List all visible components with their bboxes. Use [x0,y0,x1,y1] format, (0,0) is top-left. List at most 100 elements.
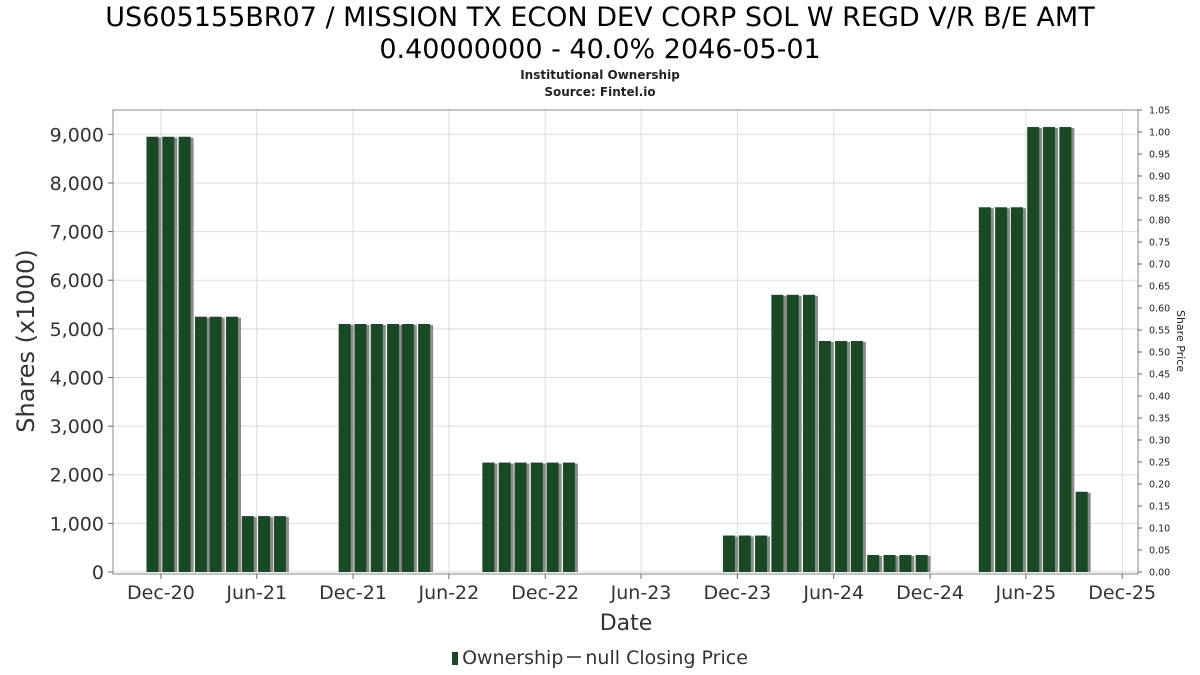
ownership-bar [418,323,431,572]
y-tick-label: 3,000 [50,416,104,438]
ownership-bar [738,535,751,572]
y2-tick-label: 0.10 [1149,524,1170,535]
y2-tick-label: 0.85 [1149,194,1170,205]
ownership-bar [995,207,1008,572]
y2-tick-label: 0.55 [1149,326,1170,337]
ownership-bar [1059,127,1072,572]
chart-subtitle: Institutional Ownership [520,68,680,82]
x-tick-label: Dec-22 [511,582,579,604]
ownership-bar [482,462,495,572]
ownership-bar [387,323,400,572]
ownership-bar [850,341,863,572]
ownership-bar [1027,127,1040,572]
ownership-bar [915,554,928,572]
x-tick-label: Jun-22 [418,582,480,604]
x-tick-label: Jun-25 [994,582,1056,604]
ownership-legend-swatch [452,652,459,665]
ownership-bar [1043,127,1056,572]
y-tick-label: 5,000 [50,319,104,341]
ownership-bar [722,535,735,572]
ownership-bar [273,516,286,572]
ownership-bar [755,535,768,572]
ownership-bar [146,136,159,572]
y-tick-label: 9,000 [50,124,104,146]
y2-tick-label: 0.30 [1149,436,1170,447]
y-axis-title: Shares (x1000) [12,249,40,432]
y2-tick-label: 0.95 [1149,150,1170,161]
x-tick-label: Dec-23 [703,582,771,604]
legend-ownership-label: Ownership [462,647,564,669]
ownership-bar [194,316,207,572]
y2-tick-label: 1.05 [1149,106,1170,117]
chart-title-line2: 0.40000000 - 40.0% 2046-05-01 [379,34,821,65]
ownership-bar [883,554,896,572]
ownership-bar [162,136,175,572]
ownership-bar [899,554,912,572]
y-tick-label: 6,000 [50,270,104,292]
x-tick-label: Jun-23 [610,582,672,604]
y2-tick-label: 0.70 [1149,260,1170,271]
ownership-bar [1075,491,1088,572]
y2-tick-label: 0.05 [1149,546,1170,557]
ownership-bar [225,316,238,572]
ownership-bar [258,516,271,572]
price-legend-swatch [567,656,582,658]
ownership-bar [978,207,991,572]
x-tick-label: Dec-21 [319,582,387,604]
chart-title-line1: US605155BR07 / MISSION TX ECON DEV CORP … [105,2,1095,33]
y2-tick-label: 0.50 [1149,348,1170,359]
y2-tick-label: 0.90 [1149,172,1170,183]
legend-price-label: null Closing Price [585,647,748,669]
y2-tick-label: 1.00 [1149,128,1170,139]
y-tick-label: 4,000 [50,367,104,389]
ownership-bar [867,554,880,572]
x-tick-label: Dec-25 [1088,582,1156,604]
y2-tick-label: 0.45 [1149,370,1170,381]
ownership-bar [241,516,254,572]
ownership-bar [835,341,848,572]
y-tick-label: 1,000 [50,513,104,535]
y-tick-label: 0 [92,562,104,584]
x-axis-title: Date [600,611,653,636]
ownership-bar [786,294,799,572]
y2-tick-label: 0.40 [1149,392,1170,403]
ownership-bar [562,462,575,572]
ownership-chart: 0 1,000 2,000 3,000 4,000 5,000 6,000 7,000 8,00… [12,106,1187,637]
ownership-bar [530,462,543,572]
x-tick-label: Dec-20 [127,582,195,604]
y-tick-label: 8,000 [50,173,104,195]
y-tick-label: 7,000 [50,222,104,244]
y2-tick-label: 0.65 [1149,282,1170,293]
axes-layer: 0 1,000 2,000 3,000 4,000 5,000 6,000 7,000 8,00… [50,106,1171,605]
ownership-bar [401,323,414,572]
x-tick-label: Jun-24 [802,582,864,604]
y2-axis-title: Share Price [1174,310,1187,372]
ownership-bar [209,316,222,572]
ownership-bar [338,323,351,572]
y2-tick-label: 0.20 [1149,480,1170,491]
y2-tick-label: 0.75 [1149,238,1170,249]
y-tick-label: 2,000 [50,465,104,487]
y2-tick-label: 0.00 [1149,568,1170,579]
y2-tick-label: 0.60 [1149,304,1170,315]
x-tick-label: Dec-24 [896,582,964,604]
ownership-bar [370,323,383,572]
ownership-bar [1010,207,1023,572]
ownership-bar [546,462,559,572]
ownership-bar [802,294,815,572]
bars-layer [146,127,1091,572]
plot-frame [112,109,1139,575]
ownership-bar [818,341,831,572]
ownership-bar [771,294,784,572]
ownership-bar [354,323,367,572]
ownership-bar [178,136,191,572]
chart-source: Source: Fintel.io [544,85,656,99]
y2-tick-label: 0.35 [1149,414,1170,425]
legend: Ownership null Closing Price [0,647,1200,669]
y2-tick-label: 0.80 [1149,216,1170,227]
ownership-bar [498,462,511,572]
ownership-bar [514,462,527,572]
x-tick-label: Jun-21 [225,582,287,604]
y2-tick-label: 0.15 [1149,502,1170,513]
y2-tick-label: 0.25 [1149,458,1170,469]
